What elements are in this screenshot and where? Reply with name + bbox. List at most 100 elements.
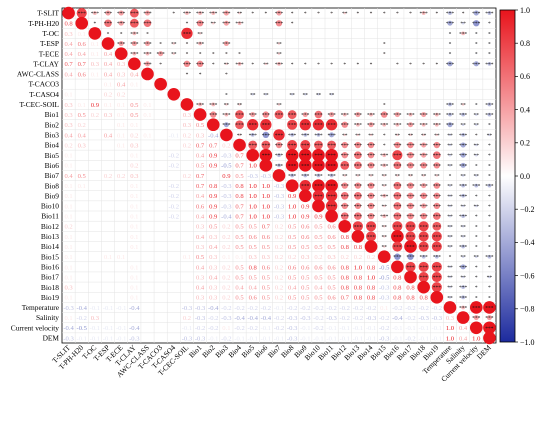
correlation-circle	[264, 62, 268, 66]
correlation-circle	[325, 190, 338, 202]
significance-stars: ***	[275, 11, 284, 17]
correlation-value: -0.1	[116, 305, 126, 312]
correlation-value: -0.1	[366, 335, 376, 342]
correlation-circle	[408, 112, 413, 117]
significance-stars: **	[460, 275, 466, 281]
significance-stars: ***	[341, 214, 350, 220]
significance-stars: *	[199, 72, 202, 78]
correlation-circle	[312, 199, 325, 213]
correlation-value: 0.5	[301, 274, 310, 281]
correlation-value: 0.5	[235, 224, 244, 231]
correlation-value: 0.3	[91, 315, 100, 322]
correlation-value: -0.4	[208, 132, 219, 139]
correlation-value: 0.0	[143, 163, 152, 170]
correlation-circle	[469, 321, 483, 335]
correlation-value: 0.4	[314, 285, 323, 292]
significance-stars: ***	[262, 113, 271, 119]
correlation-value: 0.8	[235, 193, 244, 200]
significance-stars: ***	[367, 224, 376, 230]
correlation-value: -0.2	[247, 305, 257, 312]
correlation-circle	[475, 204, 478, 208]
significance-stars: ***	[249, 133, 258, 139]
significance-stars: **	[434, 133, 440, 139]
correlation-circle	[185, 11, 189, 15]
correlation-value: 0.1	[78, 31, 86, 38]
correlation-value: 0.5	[130, 102, 139, 109]
correlation-value: 0.0	[78, 295, 87, 302]
correlation-circle	[475, 174, 478, 177]
correlation-circle	[434, 122, 439, 127]
correlation-value: 0.0	[91, 132, 100, 139]
correlation-value: 0.3	[301, 254, 310, 261]
correlation-circle	[475, 296, 477, 298]
correlation-value: 1.0	[262, 203, 271, 210]
significance-stars: **	[474, 123, 480, 129]
correlation-value: -0.2	[432, 305, 442, 312]
significance-stars: **	[447, 234, 453, 240]
significance-stars: **	[171, 42, 177, 48]
correlation-circle	[325, 179, 338, 192]
significance-stars: ***	[485, 184, 494, 190]
correlation-value: -0.1	[418, 335, 428, 342]
correlation-circle	[225, 53, 228, 55]
correlation-value: 0.6	[314, 264, 323, 271]
correlation-circle	[404, 270, 417, 284]
significance-stars: **	[408, 174, 414, 180]
correlation-value: -0.5	[379, 274, 390, 281]
correlation-value: -0.3	[287, 315, 298, 322]
correlation-circle	[475, 134, 477, 136]
correlation-circle	[224, 112, 229, 117]
significance-stars: **	[289, 92, 295, 98]
correlation-circle	[329, 112, 335, 118]
correlation-value: 0.0	[170, 264, 179, 271]
correlation-circle	[391, 230, 404, 243]
correlation-value: 0.0	[183, 285, 192, 292]
correlation-value: 0.0	[104, 153, 113, 160]
correlation-value: 0.0	[157, 112, 166, 119]
significance-stars: *	[225, 92, 228, 98]
significance-stars: ***	[459, 285, 468, 291]
correlation-circle	[487, 11, 492, 15]
correlation-value: 0.0	[78, 82, 87, 89]
correlation-value: 0.2	[78, 122, 86, 129]
correlation-value: 0.2	[222, 224, 230, 231]
significance-stars: ***	[288, 143, 297, 149]
correlation-circle	[210, 111, 217, 118]
correlation-value: 0.0	[157, 315, 166, 322]
correlation-circle	[460, 264, 466, 270]
correlation-circle	[118, 20, 124, 26]
significance-stars: *	[488, 194, 491, 200]
significance-stars: ***	[354, 224, 363, 230]
correlation-value: 0.2	[222, 274, 230, 281]
significance-stars: ***	[367, 163, 376, 169]
significance-stars: **	[447, 153, 453, 159]
correlation-value: -0.4	[247, 315, 258, 322]
correlation-value: -0.1	[418, 325, 428, 332]
correlation-circle	[421, 142, 427, 148]
correlation-circle	[393, 161, 402, 170]
significance-stars: ***	[327, 153, 336, 159]
significance-stars: **	[224, 62, 230, 68]
correlation-circle	[448, 102, 452, 107]
correlation-value: 0.3	[196, 295, 205, 302]
correlation-circle	[252, 63, 254, 65]
significance-stars: *	[146, 31, 149, 37]
correlation-value: 0.8	[64, 21, 73, 28]
significance-stars: *	[488, 163, 491, 169]
correlation-value: 0.1	[130, 214, 138, 221]
correlation-value: 0.0	[170, 122, 179, 129]
correlation-value: 0.2	[288, 254, 296, 261]
correlation-circle	[369, 112, 373, 117]
correlation-circle	[250, 133, 255, 137]
correlation-value: 0.0	[157, 122, 166, 129]
correlation-circle	[325, 159, 338, 172]
correlation-circle	[356, 122, 360, 127]
significance-stars: **	[355, 174, 361, 180]
correlation-circle	[265, 12, 267, 14]
correlation-value: -0.1	[182, 325, 192, 332]
correlation-value: 0.6	[262, 264, 271, 271]
correlation-value: 0.3	[64, 122, 73, 129]
significance-stars: ***	[275, 153, 284, 159]
significance-stars: *	[488, 123, 491, 129]
significance-stars: ***	[459, 295, 468, 301]
